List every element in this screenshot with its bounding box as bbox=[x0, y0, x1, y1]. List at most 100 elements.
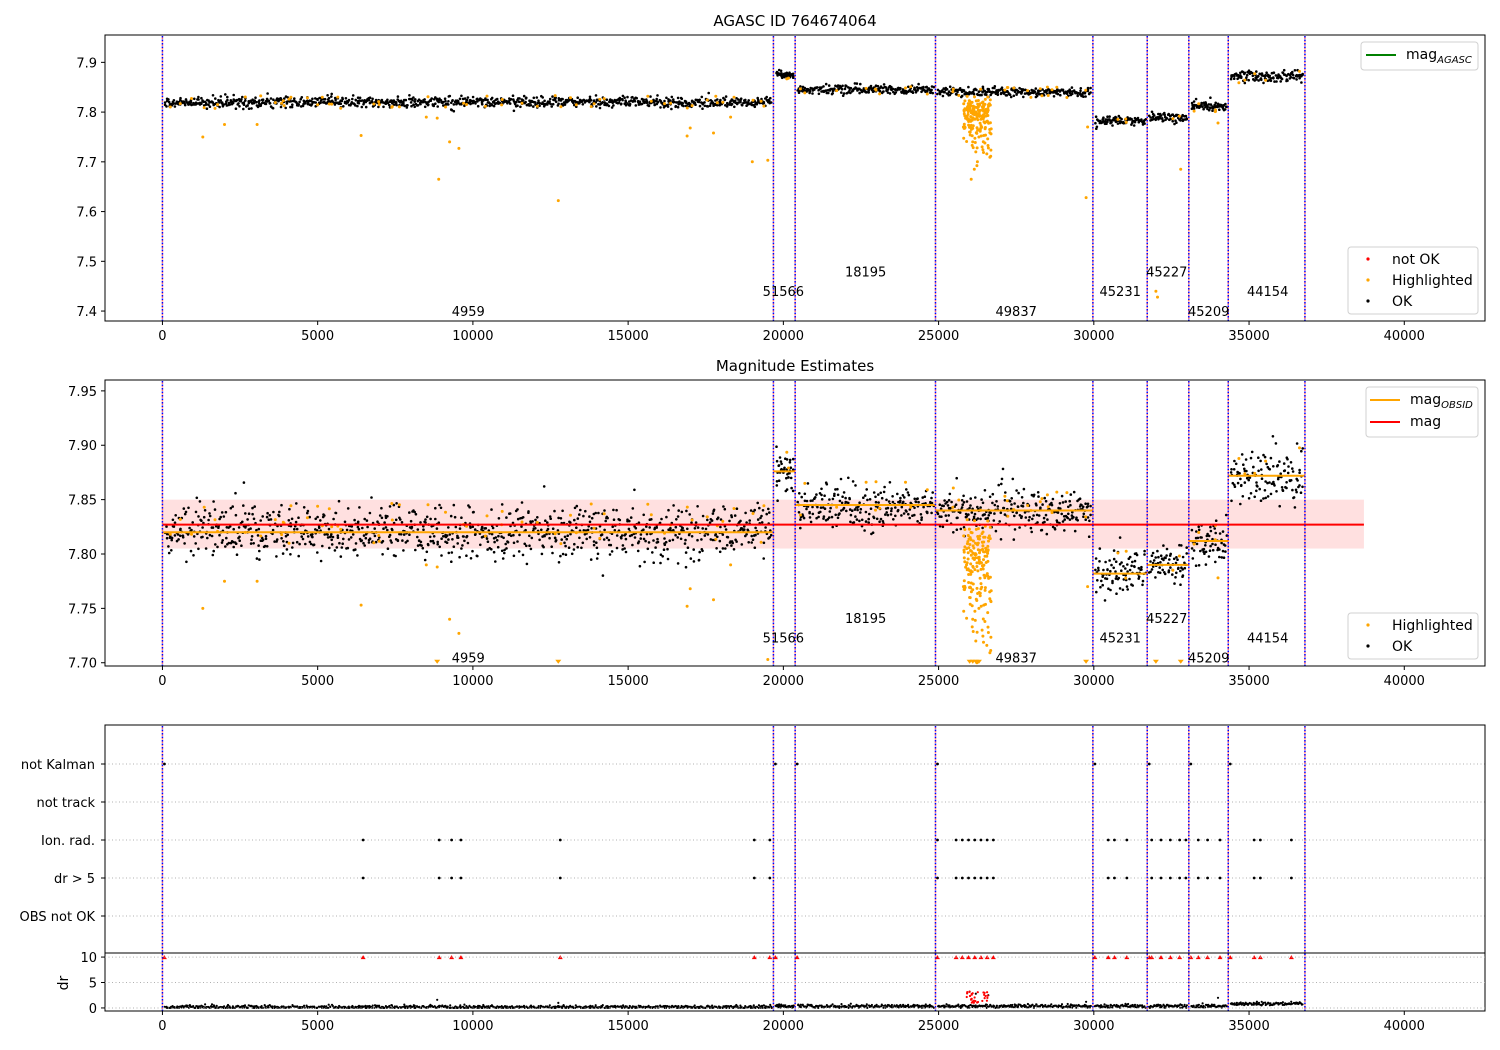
x-tick-label: 25000 bbox=[918, 674, 959, 689]
flag-point bbox=[1196, 876, 1200, 880]
flag-row-label: OBS not OK bbox=[20, 910, 96, 925]
legend-marker bbox=[1366, 299, 1370, 303]
flag-point bbox=[163, 762, 166, 766]
flag-point bbox=[1178, 838, 1182, 842]
flag-point bbox=[1196, 838, 1200, 842]
x-tick-label: 25000 bbox=[918, 329, 959, 344]
obsid-label: 18195 bbox=[845, 612, 886, 627]
y-tick-label: 7.8 bbox=[76, 106, 97, 121]
obsid-label: 45227 bbox=[1146, 265, 1187, 280]
y-tick-label: 7.80 bbox=[68, 548, 97, 563]
flag-point bbox=[768, 876, 772, 880]
dr-notok-point bbox=[972, 1001, 975, 1004]
panel2-legend-lower: Highlighted OK bbox=[1347, 612, 1479, 660]
dr-clipped-marker bbox=[990, 955, 996, 960]
x-tick-label: 5000 bbox=[301, 1019, 334, 1034]
x-tick-label: 10000 bbox=[452, 329, 493, 344]
panel1-title: AGASC ID 764674064 bbox=[713, 12, 876, 30]
clipped-marker bbox=[434, 659, 441, 664]
flag-point bbox=[1290, 838, 1293, 842]
obsid-label: 18195 bbox=[845, 265, 886, 280]
flag-point bbox=[437, 876, 441, 880]
clipped-marker bbox=[1083, 659, 1090, 664]
agasc-magnitude-panel: AGASC ID 764674064 4959 51566 18195 49837 45… bbox=[76, 12, 1486, 344]
x-tick-label: 15000 bbox=[607, 329, 648, 344]
panel1-frame bbox=[104, 34, 1486, 322]
y-tick-label: 7.6 bbox=[76, 206, 97, 221]
flag-point bbox=[1159, 876, 1163, 880]
flag-point bbox=[985, 838, 989, 842]
flag-point bbox=[1218, 876, 1222, 880]
panel3-frame bbox=[104, 724, 1486, 1012]
flag-point bbox=[1290, 876, 1293, 880]
obsid-label: 45209 bbox=[1188, 651, 1229, 666]
flag-point bbox=[1184, 876, 1188, 880]
flag-point bbox=[1150, 838, 1154, 842]
flag-point bbox=[960, 876, 964, 880]
flag-point bbox=[1159, 838, 1163, 842]
panel1-legend-upper: magAGASC bbox=[1360, 41, 1479, 71]
legend-label: mag bbox=[1410, 414, 1441, 430]
x-tick-label: 5000 bbox=[301, 674, 334, 689]
x-tick-label: 35000 bbox=[1228, 1019, 1269, 1034]
flags-panel: not Kalman not track Ion. rad. dr > 5 OBS no… bbox=[20, 724, 1486, 1034]
obsid-label: 51566 bbox=[763, 285, 804, 300]
dr-notok-point bbox=[968, 994, 972, 998]
obsid-label: 45227 bbox=[1146, 612, 1187, 627]
dr-tick-label: 0 bbox=[89, 1002, 97, 1017]
highlighted-points bbox=[168, 69, 1302, 299]
dr-clipped-marker bbox=[1124, 955, 1130, 960]
dr-clipped-marker bbox=[1167, 955, 1173, 960]
flag-point bbox=[768, 838, 772, 842]
dr-points bbox=[161, 955, 1304, 1009]
obsid-label: 4959 bbox=[452, 305, 485, 320]
flag-row-label: not track bbox=[36, 796, 95, 811]
dr-clipped-marker bbox=[1217, 955, 1223, 960]
flag-point bbox=[936, 838, 939, 842]
flag-point bbox=[1113, 876, 1116, 880]
legend-label-mag-agasc-main: mag bbox=[1406, 47, 1437, 63]
x-tick-label: 40000 bbox=[1384, 329, 1425, 344]
flag-point bbox=[979, 876, 983, 880]
dr-notok-point bbox=[976, 991, 979, 994]
x-tick-label: 5000 bbox=[301, 329, 334, 344]
y-tick-label: 7.75 bbox=[68, 602, 97, 617]
legend-label-mag-agasc-subscript: AGASC bbox=[1436, 55, 1472, 66]
ok-points bbox=[163, 68, 1305, 130]
flag-point bbox=[437, 838, 441, 842]
dr-clipped-marker bbox=[751, 955, 757, 960]
dr-clipped-marker bbox=[436, 955, 442, 960]
legend-label-main: mag bbox=[1410, 392, 1441, 408]
dr-clipped-marker bbox=[1158, 955, 1164, 960]
dr-notok-point bbox=[986, 994, 989, 997]
flag-point bbox=[1258, 838, 1262, 842]
dr-clipped-marker bbox=[959, 955, 965, 960]
panel2-points bbox=[163, 435, 1305, 665]
obsid-label: 44154 bbox=[1247, 632, 1288, 647]
y-tick-label: 7.9 bbox=[76, 56, 97, 71]
x-tick-label: 10000 bbox=[452, 674, 493, 689]
panel2-frame bbox=[104, 379, 1486, 667]
flag-point bbox=[361, 876, 365, 880]
dr-clipped-marker bbox=[1195, 955, 1201, 960]
flag-point bbox=[752, 838, 756, 842]
obsid-label: 4959 bbox=[452, 651, 485, 666]
obsid-label: 44154 bbox=[1247, 285, 1288, 300]
dr-notok-point bbox=[970, 997, 973, 1001]
x-tick-label: 15000 bbox=[607, 674, 648, 689]
x-tick-label: 15000 bbox=[607, 1019, 648, 1034]
flag-point bbox=[985, 876, 989, 880]
legend-label: magOBSID bbox=[1410, 392, 1473, 411]
legend-label: not OK bbox=[1392, 252, 1440, 268]
dr-clipped-marker bbox=[1288, 955, 1294, 960]
x-tick-label: 20000 bbox=[763, 1019, 804, 1034]
legend-marker bbox=[1366, 644, 1370, 648]
flag-point bbox=[1218, 838, 1222, 842]
flag-point bbox=[991, 876, 995, 880]
flag-point bbox=[459, 838, 463, 842]
flag-point bbox=[1106, 838, 1110, 842]
obsid-label: 45231 bbox=[1100, 632, 1141, 647]
flag-point bbox=[979, 838, 983, 842]
legend-marker bbox=[1366, 623, 1370, 627]
